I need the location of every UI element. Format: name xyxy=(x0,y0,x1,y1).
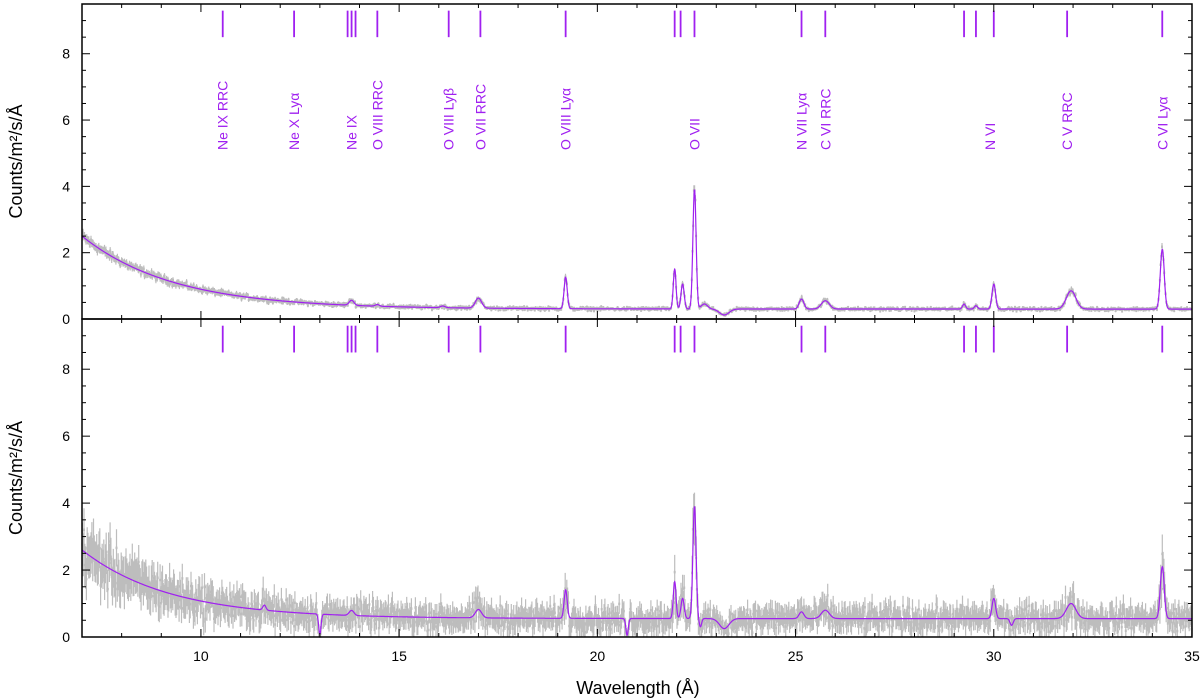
plot-frame xyxy=(81,318,1193,638)
line-label: Ne X Lyα xyxy=(286,93,302,150)
x-tick-label: 15 xyxy=(391,648,407,664)
line-label: O VII xyxy=(686,118,702,150)
x-tick-label: 30 xyxy=(986,648,1002,664)
line-label: C VI RRC xyxy=(817,89,833,150)
line-label: N VI xyxy=(982,123,998,150)
x-tick-label: 25 xyxy=(788,648,804,664)
line-label: O VIII Lyβ xyxy=(441,88,457,150)
x-tick-label: 20 xyxy=(590,648,606,664)
x-tick-label: 10 xyxy=(193,648,209,664)
line-label: Ne IX xyxy=(344,114,360,150)
y-tick-label: 4 xyxy=(62,178,70,194)
top-panel: 0 2 4 6 8 Counts/m²/s/Å Ne IX RRC Ne X Lyα Ne IX… xyxy=(6,3,1193,327)
line-label: O VII RRC xyxy=(472,84,488,150)
plot-frame xyxy=(81,3,1193,320)
y-tick-label: 0 xyxy=(62,629,70,645)
y-tick-label: 6 xyxy=(62,112,70,128)
line-label: N VII Lyα xyxy=(794,93,810,150)
y-tick-label: 6 xyxy=(62,428,70,444)
model-line xyxy=(81,506,1192,637)
y-axis-title: Counts/m²/s/Å xyxy=(6,104,26,218)
y-tick-label: 8 xyxy=(62,361,70,377)
y-tick-label: 4 xyxy=(62,495,70,511)
y-tick-label: 8 xyxy=(62,46,70,62)
y-axis-title: Counts/m²/s/Å xyxy=(6,421,26,535)
line-label: O VIII Lyα xyxy=(558,88,574,150)
y-tick-label: 0 xyxy=(62,311,70,327)
line-label: Ne IX RRC xyxy=(215,81,231,150)
model-line xyxy=(81,189,1192,316)
y-tick-label: 2 xyxy=(62,562,70,578)
bottom-panel: 0 2 4 6 8 Counts/m²/s/Å 10 15 20 25 30 35 xyxy=(6,318,1200,664)
x-tick-label: 35 xyxy=(1184,648,1200,664)
line-label: C VI Lyα xyxy=(1154,97,1170,150)
y-tick-label: 2 xyxy=(62,245,70,261)
line-label: O VIII RRC xyxy=(369,80,385,150)
line-label: C V RRC xyxy=(1059,92,1075,150)
x-axis-title: Wavelength (Å) xyxy=(576,678,699,698)
